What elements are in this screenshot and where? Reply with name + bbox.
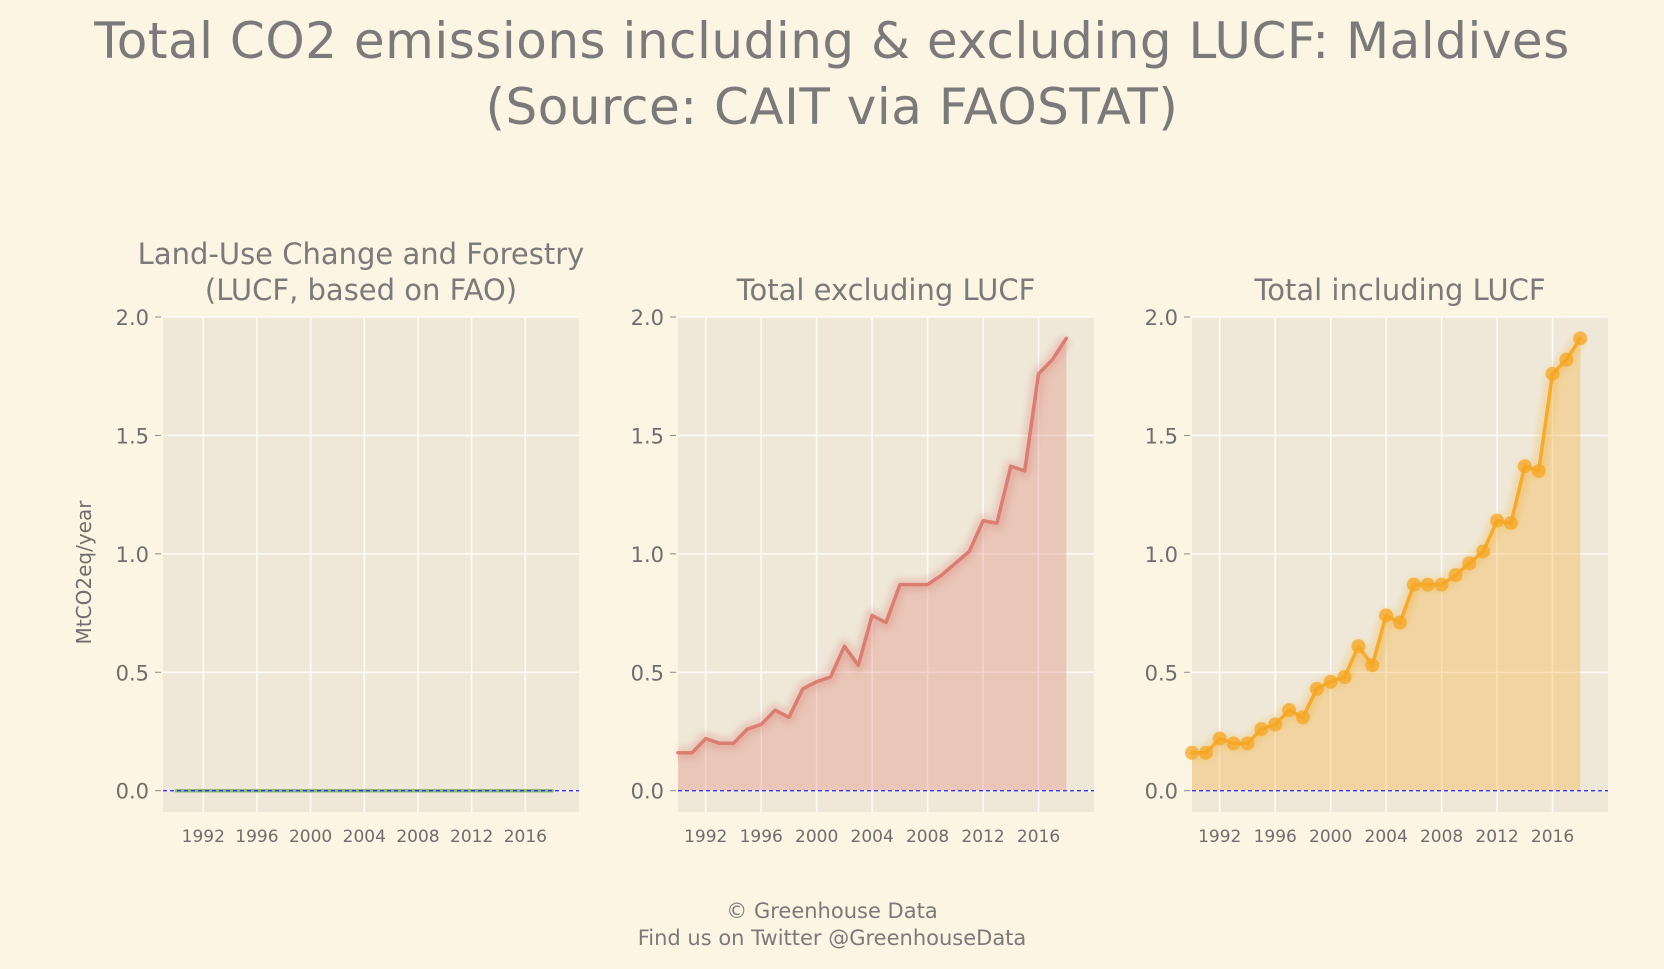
footer-copyright: © Greenhouse Data [726, 899, 938, 923]
y-tick-label: 2.0 [116, 306, 149, 330]
x-tick-label: 2000 [795, 827, 838, 847]
panel-title-line1: Land-Use Change and Forestry [138, 237, 585, 271]
data-point [1559, 352, 1574, 367]
data-point [1323, 674, 1338, 689]
series-line [676, 336, 1069, 755]
panel-title: (LUCF, based on FAO) [205, 273, 517, 307]
y-tick-label: 0.5 [1145, 661, 1178, 685]
y-tick-label: 0.0 [116, 780, 149, 804]
x-tick-label: 1996 [740, 827, 783, 847]
data-point [1406, 577, 1421, 592]
x-tick-label: 1992 [182, 827, 225, 847]
data-point [1503, 516, 1518, 531]
data-point [1517, 459, 1532, 474]
data-point [1268, 717, 1283, 732]
x-tick-label: 2012 [961, 827, 1004, 847]
data-point [1282, 703, 1297, 718]
data-point [1185, 745, 1199, 760]
x-tick-label: 2008 [1420, 827, 1463, 847]
footer-twitter: Find us on Twitter @GreenhouseData [637, 926, 1027, 950]
data-point [1309, 681, 1324, 696]
data-point [1240, 736, 1255, 751]
x-tick-label: 2016 [1531, 827, 1574, 847]
panel-title: Total including LUCF [1253, 273, 1545, 307]
y-tick-label: 0.0 [631, 780, 664, 804]
y-tick-label: 1.5 [116, 424, 149, 448]
data-point [1365, 658, 1380, 673]
y-tick-label: 0.5 [631, 661, 664, 685]
data-point [1393, 615, 1407, 630]
data-point [1420, 577, 1435, 592]
plot-area [163, 317, 579, 812]
data-point [1476, 544, 1491, 559]
chart-panel-2: 0.0 0.5 1.0 1.5 2.0 1992 1996 2000 2004 2008 2012 2… [631, 273, 1094, 847]
data-point [1448, 568, 1463, 583]
chart-main-title: Total CO2 emissions including & excludin… [0, 8, 1664, 140]
data-point [1462, 556, 1477, 571]
data-point [1434, 577, 1449, 592]
x-tick-label: 2004 [1365, 827, 1408, 847]
data-point [1545, 366, 1560, 381]
y-tick-label: 0.5 [116, 661, 149, 685]
x-tick-label: 2004 [851, 827, 894, 847]
data-point [1254, 722, 1269, 737]
x-tick-label: 1996 [235, 827, 278, 847]
data-point [1531, 463, 1546, 478]
data-point [1379, 608, 1394, 623]
data-point [1295, 710, 1310, 725]
data-point [1212, 731, 1227, 746]
x-tick-label: 2008 [396, 827, 439, 847]
main-title-line2: (Source: CAIT via FAOSTAT) [485, 78, 1179, 136]
data-point [1351, 639, 1366, 654]
y-tick-label: 1.0 [1145, 543, 1178, 567]
x-tick-label: 2000 [1309, 827, 1352, 847]
data-point [1490, 513, 1505, 528]
data-point [1337, 670, 1352, 684]
y-tick-label: 2.0 [1145, 306, 1178, 330]
panel-title: Total excluding LUCF [736, 273, 1036, 307]
x-tick-label: 2016 [1017, 827, 1060, 847]
data-point [1198, 745, 1213, 760]
y-tick-label: 1.5 [631, 424, 664, 448]
y-tick-label: 1.0 [631, 543, 664, 567]
x-tick-label: 1996 [1254, 827, 1297, 847]
x-tick-label: 1992 [1198, 827, 1241, 847]
main-title-line1: Total CO2 emissions including & excludin… [94, 12, 1570, 70]
chart-panel-1: 0.0 0.5 1.0 1.5 2.0 1992 1996 2000 2004 2008 2012 2… [72, 237, 584, 847]
data-point [1573, 331, 1588, 346]
y-axis-label: MtCO2eq/year [72, 500, 96, 645]
x-tick-label: 2012 [1475, 827, 1518, 847]
x-tick-label: 2004 [343, 827, 386, 847]
y-tick-label: 1.0 [116, 543, 149, 567]
y-tick-label: 0.0 [1145, 780, 1178, 804]
x-tick-label: 1992 [684, 827, 727, 847]
x-tick-label: 2000 [289, 827, 332, 847]
data-point [1226, 736, 1241, 751]
chart-panel-3: 0.0 0.5 1.0 1.5 2.0 1992 1996 2000 2004 2008 2012 2… [1145, 273, 1608, 847]
series-area [678, 338, 1067, 791]
x-tick-label: 2008 [906, 827, 949, 847]
x-tick-label: 2016 [504, 827, 547, 847]
x-tick-label: 2012 [450, 827, 493, 847]
series-area [1192, 338, 1581, 791]
y-tick-label: 2.0 [631, 306, 664, 330]
footer-credit: © Greenhouse Data Find us on Twitter @Gr… [0, 898, 1664, 952]
y-tick-label: 1.5 [1145, 424, 1178, 448]
